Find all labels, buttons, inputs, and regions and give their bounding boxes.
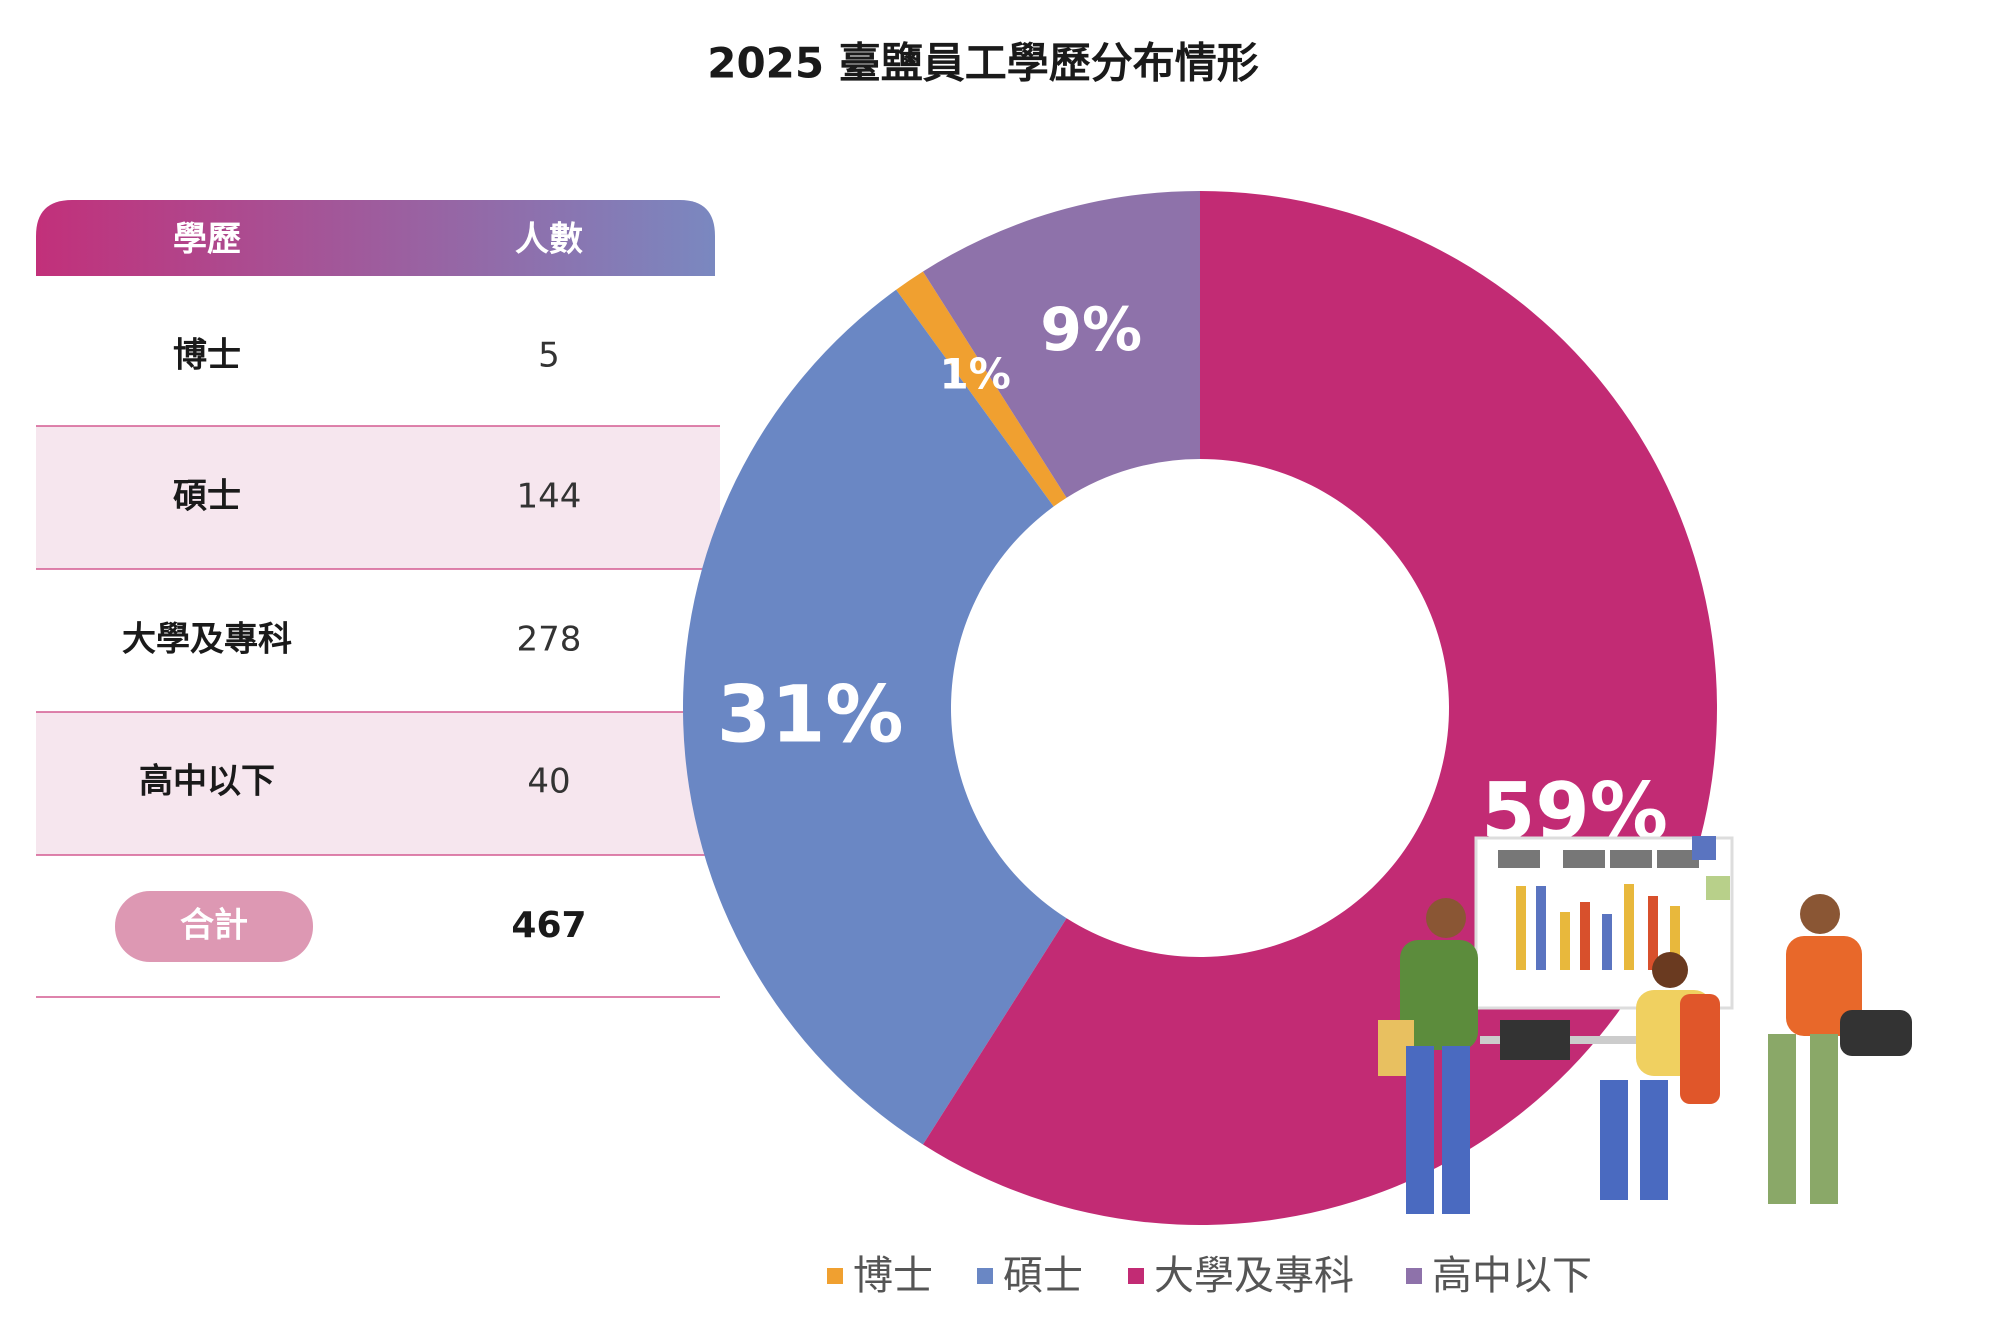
legend-label: 大學及專科 [1154,1253,1354,1299]
data-label: 31% [717,671,904,761]
cell-label: 大學及專科 [122,620,292,660]
cell-value: 5 [538,336,560,376]
table: 學歷 人數 合計 467 [36,200,720,998]
data-label: 9% [1040,295,1142,365]
cell-label: 高中以下 [139,762,275,802]
legend-swatch [977,1268,993,1284]
title: 2025 臺鹽員工學歷分布情形 [707,39,1259,88]
row-lines [36,425,720,998]
row-bg [36,426,720,569]
data-label: 1% [940,350,1011,399]
donut-segment [922,191,1200,498]
cell-value: 144 [517,477,582,517]
total-label: 合計 [180,906,248,946]
row-bg [36,712,720,855]
cell-label: 碩士 [173,477,241,517]
legend-swatch [827,1268,843,1284]
cell-label: 博士 [173,336,241,376]
legend-label: 博士 [853,1253,933,1299]
legend-swatch [1406,1268,1422,1284]
donut-segment [683,289,1067,1145]
illustration [1378,836,1912,1214]
table-header-bg [36,200,715,276]
header-cell: 人數 [515,220,583,260]
legend-label: 碩士 [1003,1253,1083,1299]
legend-swatch [1128,1268,1144,1284]
cell-value: 278 [517,620,582,660]
legend-label: 高中以下 [1432,1253,1592,1299]
donut-segment [896,271,1067,507]
total-value: 467 [511,905,586,946]
header-cell: 學歷 [173,220,241,260]
total-pill [115,891,313,962]
cell-value: 40 [527,762,570,802]
